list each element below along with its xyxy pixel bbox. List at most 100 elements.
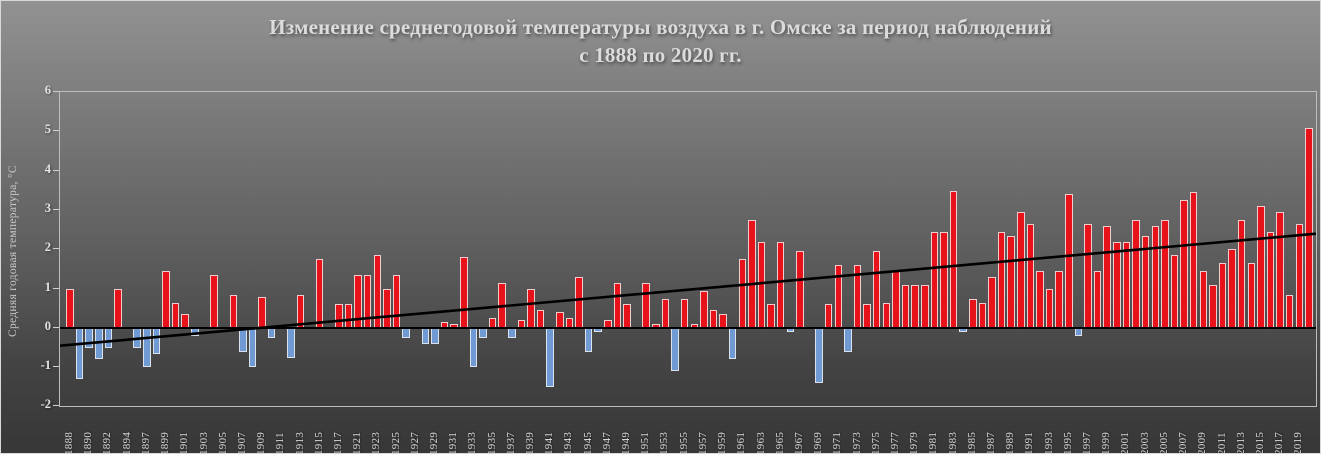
- x-tick-label: 1931: [447, 431, 460, 454]
- bar-negative: [671, 328, 679, 372]
- x-tick-label: 1935: [485, 431, 498, 454]
- bar-positive: [1007, 235, 1015, 328]
- bar-positive: [1026, 223, 1035, 328]
- x-tick-label: 1899: [159, 431, 171, 454]
- x-tick-label: 1905: [216, 431, 229, 454]
- bar-positive: [373, 255, 382, 328]
- bar-positive: [114, 288, 122, 328]
- bar-positive: [1045, 288, 1054, 328]
- x-tick-label: 1897: [139, 431, 152, 454]
- x-tick-label: 1945: [581, 431, 594, 454]
- bar-positive: [949, 190, 958, 328]
- bar-positive: [1276, 212, 1284, 328]
- y-tick-label: -1: [40, 358, 51, 373]
- bar-positive: [613, 282, 622, 328]
- bar-positive: [258, 296, 266, 328]
- x-tick-label: 1985: [965, 431, 978, 454]
- bar-positive: [1065, 194, 1073, 328]
- bar-positive: [1170, 255, 1179, 328]
- bar-positive: [997, 231, 1006, 328]
- x-tick-label: 1927: [408, 431, 421, 454]
- x-tick-label: 1892: [101, 431, 114, 454]
- x-tick-label: 1925: [389, 431, 402, 454]
- bar-negative: [267, 328, 276, 338]
- y-tick-label: 1: [44, 279, 51, 294]
- x-tick-label: 1987: [985, 431, 997, 454]
- x-tick-label: 1929: [428, 431, 440, 454]
- x-tick-label: 1923: [370, 431, 383, 454]
- x-tick-label: 1959: [716, 431, 729, 454]
- bar-negative: [152, 328, 161, 354]
- y-tick-label: 4: [44, 161, 51, 176]
- y-tick-label: 6: [44, 83, 51, 97]
- x-tick-label: 1983: [946, 431, 959, 454]
- bar-positive: [1161, 219, 1169, 328]
- x-tick-label: 1967: [792, 431, 805, 454]
- bar-positive: [892, 271, 900, 328]
- bar-negative: [75, 328, 84, 380]
- zero-baseline: [60, 327, 1316, 329]
- bar-positive: [556, 312, 564, 328]
- bar-negative: [133, 328, 141, 348]
- x-tick-label: 1888: [63, 431, 75, 454]
- bar-positive: [1199, 271, 1208, 328]
- bar-negative: [239, 328, 247, 352]
- bar-positive: [1113, 241, 1121, 328]
- x-tick-label: 1973: [850, 431, 863, 454]
- y-tick-mark: [53, 248, 59, 250]
- bar-negative: [584, 328, 593, 352]
- bar-positive: [1189, 192, 1198, 328]
- x-tick-label: 1979: [908, 431, 921, 454]
- x-tick-label: 2013: [1234, 431, 1247, 454]
- bar-positive: [344, 304, 353, 328]
- y-tick-mark: [53, 326, 59, 328]
- y-tick-mark: [53, 130, 59, 132]
- x-tick-label: 1993: [1042, 431, 1055, 454]
- bar-positive: [719, 314, 727, 328]
- bar-positive: [623, 304, 631, 328]
- x-tick-label: 1961: [735, 431, 748, 454]
- x-tick-label: 1991: [1023, 431, 1036, 454]
- bar-positive: [700, 290, 708, 328]
- x-tick-label: 1943: [562, 431, 575, 454]
- y-tick-label: 0: [44, 318, 51, 333]
- x-tick-label: 1951: [639, 431, 652, 454]
- x-tick-label: 1907: [235, 431, 248, 454]
- bar-negative: [287, 328, 295, 358]
- bar-positive: [527, 288, 535, 328]
- plot-area: [59, 91, 1317, 407]
- x-tick-label: 1999: [1100, 431, 1113, 454]
- bar-positive: [1093, 271, 1102, 328]
- bar-positive: [921, 284, 929, 328]
- y-tick-mark: [53, 366, 59, 368]
- x-tick-label: 1997: [1081, 431, 1093, 454]
- bar-positive: [709, 310, 718, 328]
- x-tick-label: 1909: [255, 431, 268, 454]
- bar-positive: [834, 265, 843, 328]
- x-tick-label: 1981: [927, 431, 940, 454]
- bar-negative: [402, 328, 410, 338]
- bar-negative: [85, 328, 93, 348]
- bar-negative: [815, 328, 823, 383]
- bar-positive: [1218, 263, 1227, 328]
- bar-positive: [392, 274, 401, 328]
- x-tick-label: 2011: [1215, 432, 1228, 454]
- x-tick-label: 2015: [1253, 431, 1266, 454]
- bar-positive: [315, 259, 324, 328]
- bar-positive: [1295, 223, 1304, 328]
- x-tick-label: 1969: [812, 431, 825, 454]
- y-tick-label: 3: [44, 200, 51, 215]
- bar-positive: [872, 251, 881, 328]
- bar-negative: [728, 328, 737, 360]
- bar-negative: [95, 328, 103, 360]
- x-tick-label: 1963: [754, 431, 767, 454]
- bar-negative: [469, 328, 478, 368]
- bar-negative: [421, 328, 430, 344]
- bar-negative: [104, 328, 113, 348]
- bar-positive: [930, 231, 939, 328]
- bar-positive: [1141, 235, 1150, 328]
- bar-positive: [1285, 294, 1294, 328]
- bar-negative: [1074, 328, 1083, 336]
- bar-positive: [748, 219, 756, 328]
- bar-positive: [1036, 271, 1044, 328]
